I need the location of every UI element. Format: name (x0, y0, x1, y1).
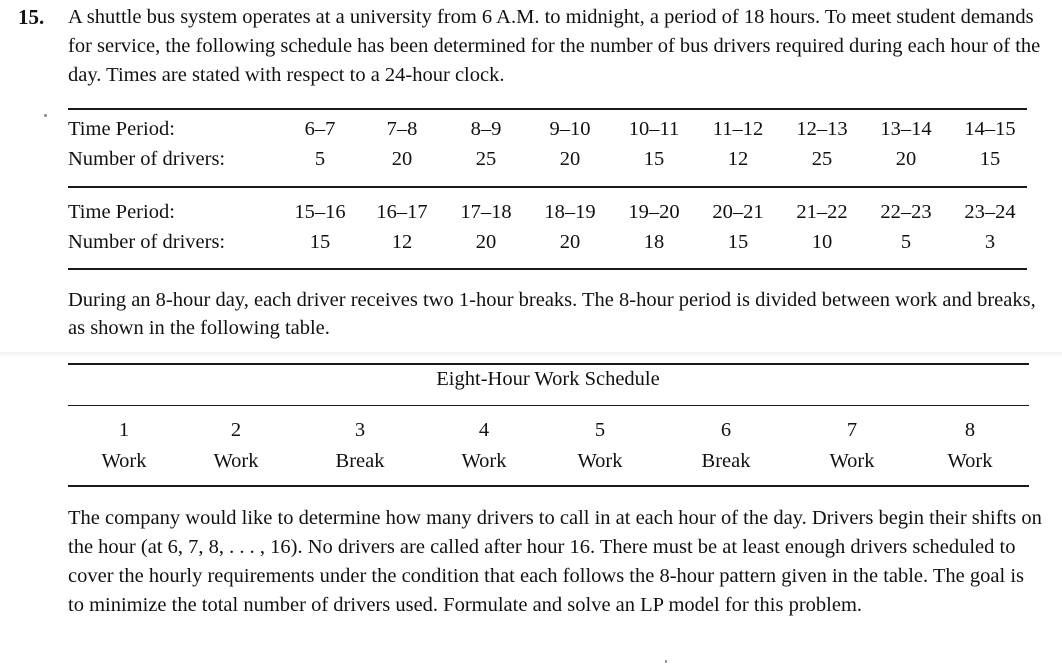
time-period-label: Time Period: (68, 117, 175, 140)
drivers-cell: 20 (391, 147, 413, 170)
hour-cell: 6 (720, 419, 732, 441)
problem-number: 15. (18, 5, 45, 29)
schedule-title: Eight-Hour Work Schedule (436, 368, 660, 390)
drivers-cell: 15 (643, 147, 665, 170)
hour-cell: 1 (118, 419, 130, 441)
hour-cell: 3 (354, 419, 366, 441)
drivers-label: Number of drivers: (68, 147, 226, 170)
break-description: During an 8-hour day, each driver receiv… (68, 289, 1036, 339)
drivers-cell: 3 (984, 230, 996, 253)
activity-cell: Work (829, 450, 875, 472)
period-cell: 17–18 (460, 200, 512, 223)
drivers-cell: 12 (727, 147, 749, 170)
activity-cell: Work (947, 450, 993, 472)
drivers-cell: 15 (979, 147, 1001, 170)
hour-cell: 8 (964, 419, 976, 441)
drivers-cell: 20 (475, 230, 497, 253)
activity-cell: Work (577, 450, 623, 472)
period-cell: 22–23 (880, 200, 932, 223)
hour-cell: 4 (478, 419, 490, 441)
period-cell: 15–16 (294, 200, 346, 223)
period-cell: 13–14 (880, 117, 932, 140)
textbook-page-top (0, 0, 1062, 352)
work-schedule-table: 1 2 3 4 5 6 7 8 Work Work Break Work Wor… (68, 415, 1028, 477)
drivers-cell: 12 (391, 230, 413, 253)
period-cell: 11–12 (712, 117, 764, 140)
table-row: 1 2 3 4 5 6 7 8 (68, 415, 1028, 446)
hour-cell: 2 (230, 419, 242, 441)
page-seam (0, 352, 1062, 358)
margin-speck (44, 114, 47, 117)
activity-cell: Break (335, 450, 385, 472)
time-period-label: Time Period: (68, 200, 175, 223)
drivers-cell: 15 (309, 230, 331, 253)
activity-cell: Break (701, 450, 751, 472)
schedule-title-rule (68, 405, 1029, 406)
period-cell: 9–10 (549, 117, 591, 140)
period-cell: 18–19 (544, 200, 596, 223)
drivers-cell: 5 (314, 147, 326, 170)
hours-table-block-1: Time Period: 6–7 7–8 8–9 9–10 10–11 11–1… (68, 114, 1032, 174)
table-bottom-rule (68, 268, 1027, 270)
hours-table-block-2: Time Period: 15–16 16–17 17–18 18–19 19–… (68, 197, 1032, 257)
schedule-top-rule (68, 363, 1029, 365)
period-cell: 23–24 (964, 200, 1016, 223)
activity-cell: Work (461, 450, 507, 472)
schedule-bottom-rule (68, 485, 1029, 487)
period-cell: 10–11 (628, 117, 680, 140)
period-cell: 6–7 (304, 117, 336, 140)
drivers-cell: 20 (895, 147, 917, 170)
period-cell: 12–13 (796, 117, 848, 140)
table-row: Work Work Break Work Work Break Work Wor… (68, 446, 1028, 477)
table-middle-rule (68, 186, 1027, 188)
drivers-cell: 20 (559, 230, 581, 253)
period-cell: 8–9 (470, 117, 502, 140)
period-cell: 16–17 (376, 200, 428, 223)
table-row: Time Period: 6–7 7–8 8–9 9–10 10–11 11–1… (68, 114, 1032, 144)
table-row: Number of drivers: 5 20 25 20 15 12 25 2… (68, 144, 1032, 174)
table-top-rule (68, 108, 1027, 110)
bottom-speck (665, 660, 667, 663)
period-cell: 14–15 (964, 117, 1016, 140)
problem-intro: A shuttle bus system operates at a unive… (68, 6, 1041, 86)
drivers-cell: 18 (643, 230, 665, 253)
drivers-cell: 25 (475, 147, 497, 170)
problem-closing: The company would like to determine how … (68, 507, 1042, 616)
hour-cell: 7 (846, 419, 858, 441)
period-cell: 19–20 (628, 200, 680, 223)
drivers-cell: 25 (811, 147, 833, 170)
drivers-cell: 15 (727, 230, 749, 253)
period-cell: 21–22 (796, 200, 848, 223)
hour-cell: 5 (594, 419, 606, 441)
drivers-cell: 10 (811, 230, 833, 253)
table-row: Time Period: 15–16 16–17 17–18 18–19 19–… (68, 197, 1032, 227)
activity-cell: Work (213, 450, 259, 472)
period-cell: 20–21 (712, 200, 764, 223)
period-cell: 7–8 (386, 117, 418, 140)
drivers-cell: 5 (900, 230, 912, 253)
table-row: Number of drivers: 15 12 20 20 18 15 10 … (68, 227, 1032, 257)
activity-cell: Work (101, 450, 147, 472)
drivers-cell: 20 (559, 147, 581, 170)
drivers-label: Number of drivers: (68, 230, 226, 253)
